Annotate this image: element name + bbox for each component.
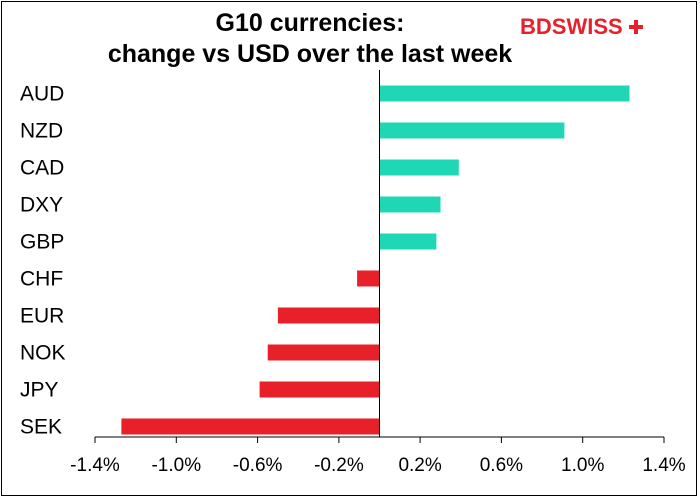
category-label-nzd: NZD [20, 120, 63, 143]
logo-cross-icon [627, 18, 645, 36]
x-tick-label: 0.6% [480, 455, 523, 476]
bar-eur [277, 307, 380, 324]
x-tick-label: -0.6% [233, 455, 283, 476]
bar-aud [379, 85, 630, 102]
chart-title-line-1: G10 currencies: [215, 9, 405, 37]
x-tick-label: -1.0% [151, 455, 201, 476]
bdswiss-logo: BDSWISS [520, 14, 645, 40]
bar-sek [121, 418, 380, 435]
bar-chf [357, 270, 380, 287]
chart-title-line-2: change vs USD over the last week [107, 40, 513, 68]
bar-jpy [259, 381, 380, 398]
chart-title: G10 currencies: change vs USD over the l… [80, 8, 540, 70]
category-label-gbp: GBP [20, 231, 64, 254]
bar-dxy [379, 196, 441, 213]
bar-gbp [379, 233, 437, 250]
x-tick-label: -0.2% [314, 455, 364, 476]
category-label-dxy: DXY [20, 194, 63, 217]
category-label-aud: AUD [20, 83, 64, 106]
category-label-sek: SEK [20, 416, 62, 439]
category-label-cad: CAD [20, 157, 64, 180]
logo-text-bd: BD [520, 14, 552, 39]
x-tick-label: 1.0% [561, 455, 604, 476]
category-label-jpy: JPY [20, 379, 59, 402]
bar-nok [267, 344, 380, 361]
x-tick-label: 1.4% [642, 455, 685, 476]
category-label-chf: CHF [20, 268, 63, 291]
category-label-nok: NOK [20, 342, 66, 365]
x-tick-label: -1.4% [70, 455, 120, 476]
bar-nzd [379, 122, 565, 139]
logo-text-swiss: SWISS [551, 14, 623, 39]
bar-cad [379, 159, 459, 176]
category-label-eur: EUR [20, 305, 64, 328]
x-tick-label: 0.2% [398, 455, 441, 476]
